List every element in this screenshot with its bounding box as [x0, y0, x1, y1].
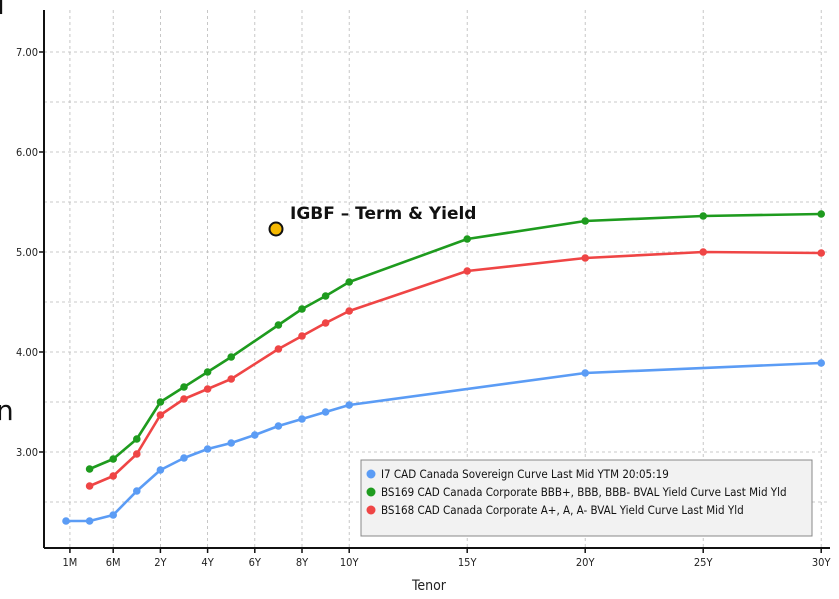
x-tick-label: 2Y — [154, 556, 167, 569]
series-2-point — [463, 235, 472, 243]
series-2-point — [85, 465, 94, 473]
axes — [39, 10, 830, 553]
series-1-point — [251, 431, 259, 439]
series-3-point — [817, 249, 825, 257]
y-tick-labels: 3.00 4.00 5.00 6.00 7.00 — [16, 46, 38, 459]
series-1-point — [109, 511, 117, 519]
y-tick-label: 3.00 — [16, 446, 38, 459]
legend-box — [360, 459, 813, 537]
series-1-point — [817, 359, 825, 367]
y-tick-label: 6.00 — [16, 146, 38, 159]
series-2-point — [109, 455, 117, 463]
x-tick-labels: 1M 6M 2Y 4Y 6Y 8Y 10Y 15Y 20Y 25Y 30Y — [62, 556, 831, 569]
x-tick-label: 6M — [106, 556, 121, 569]
series-3-point — [321, 319, 330, 327]
series-2-point — [180, 383, 188, 391]
legend-swatch-2 — [366, 487, 376, 497]
annotation-text: IGBF – Term & Yield — [290, 204, 476, 224]
series-1-point — [133, 487, 141, 495]
series-2-point — [345, 278, 354, 286]
x-tick-label: 4Y — [201, 556, 214, 569]
x-tick-label: 30Y — [812, 556, 832, 569]
series-2-point — [817, 210, 825, 218]
series-3-point — [463, 267, 472, 275]
x-tick-label: 1M — [62, 556, 77, 569]
series-2-point — [699, 212, 707, 220]
x-tick-label: 8Y — [296, 556, 309, 569]
series-1-point — [203, 445, 212, 453]
series-3-point — [581, 254, 589, 262]
series-1-point — [62, 517, 70, 525]
legend-entry-3: BS168 CAD Canada Corporate A+, A, A- BVA… — [381, 503, 744, 517]
series-3-point — [345, 307, 354, 315]
x-tick-label: 10Y — [340, 556, 360, 569]
series-1-point — [581, 369, 589, 377]
y-tick-label: 5.00 — [16, 246, 38, 259]
series-3-point — [203, 385, 212, 393]
legend-swatch-3 — [366, 505, 376, 515]
series-1-point — [180, 454, 188, 462]
edge-letter-middle: n — [0, 394, 14, 427]
series-3-point — [227, 375, 235, 383]
edge-letter-top: l — [0, 0, 5, 21]
x-tick-label: 6Y — [249, 556, 262, 569]
series-2-point — [133, 435, 141, 443]
series-2-point — [321, 292, 330, 300]
series-2-point — [156, 398, 165, 406]
series-1-point — [274, 422, 283, 430]
x-tick-label: 25Y — [694, 556, 714, 569]
y-tick-label: 7.00 — [16, 46, 38, 59]
y-tick-label: 4.00 — [16, 346, 38, 359]
series-2-point — [581, 217, 589, 225]
x-tick-label: 15Y — [458, 556, 478, 569]
x-axis-title: Tenor — [411, 578, 447, 594]
series-3-point — [699, 248, 707, 256]
series-2-point — [227, 353, 235, 361]
series-2-point — [298, 305, 306, 313]
series-lines — [62, 210, 825, 525]
annotation-marker-dot — [268, 221, 284, 237]
grid-lines — [44, 10, 830, 548]
legend: I7 CAD Canada Sovereign Curve Last Mid Y… — [360, 459, 813, 537]
legend-swatch-1 — [366, 469, 376, 479]
legend-entry-2: BS169 CAD Canada Corporate BBB+, BBB, BB… — [381, 485, 787, 499]
series-3-point — [109, 472, 117, 480]
series-1-point — [321, 408, 330, 416]
series-1-point — [156, 466, 165, 474]
series-3-point — [133, 450, 141, 458]
series-3-point — [85, 482, 94, 490]
series-1-point — [298, 415, 306, 423]
series-2-point — [274, 321, 283, 329]
series-1-point — [345, 401, 354, 409]
series-3-point — [180, 395, 188, 403]
series-1-point — [227, 439, 235, 447]
x-tick-label: 20Y — [576, 556, 596, 569]
annotation: IGBF – Term & Yield — [268, 204, 476, 237]
series-3-point — [156, 411, 165, 419]
series-3-point — [298, 332, 306, 340]
series-2-point — [203, 368, 212, 376]
legend-entry-1: I7 CAD Canada Sovereign Curve Last Mid Y… — [381, 467, 669, 481]
series-1-point — [85, 517, 94, 525]
series-3-point — [274, 345, 283, 353]
